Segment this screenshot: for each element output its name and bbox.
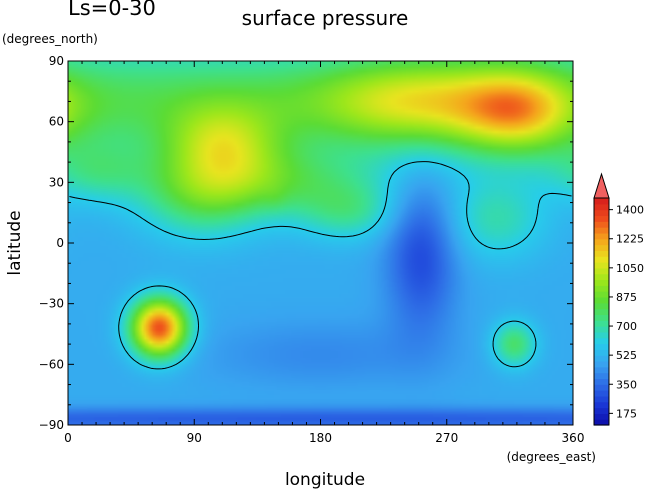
colorbar-segment (594, 413, 609, 420)
colorbar-segment (594, 390, 609, 397)
colorbar-segment (594, 314, 609, 321)
colorbar-segment (594, 308, 609, 316)
colorbar-tick-label: 700 (616, 320, 637, 333)
colorbar-segment (594, 326, 609, 333)
colorbar-tick-label: 1050 (616, 262, 644, 275)
colorbar-segment (594, 291, 609, 298)
y-tick-label: 0 (56, 236, 64, 250)
colorbar-segment (594, 296, 609, 304)
colorbar-segment (594, 262, 609, 269)
y-axis: −90 −60 −30 0 30 60 90 (39, 54, 573, 432)
x-tick-label: 360 (562, 431, 585, 445)
x-tick-label: 180 (309, 431, 332, 445)
colorbar-segment (594, 401, 609, 409)
colorbar-tick-label: 350 (616, 378, 637, 391)
colorbar-tick-label: 875 (616, 291, 637, 304)
colorbar-segment (594, 302, 609, 310)
colorbar-segment (594, 355, 609, 362)
colorbar-segment (594, 395, 609, 403)
colorbar-segment (594, 360, 609, 368)
colorbar-frame (593, 197, 610, 426)
y-tick-label: −30 (39, 297, 64, 311)
y-tick-label: 60 (49, 115, 64, 129)
y-tick-label: −90 (39, 418, 64, 432)
colorbar-segment (594, 366, 609, 374)
colorbar-segment (594, 232, 609, 240)
colorbar-tick-label: 175 (616, 407, 637, 420)
pressure-field (68, 61, 573, 425)
colorbar-tick-label: 1225 (616, 233, 644, 246)
x-tick-label: 270 (435, 431, 458, 445)
x-axis-title: longitude (285, 470, 365, 489)
x-tick-label: 90 (187, 431, 202, 445)
colorbar-segment (594, 221, 609, 228)
y-units-label: (degrees_north) (2, 32, 98, 46)
chart-title: surface pressure (242, 6, 409, 30)
colorbar-segment (594, 337, 609, 345)
x-axis: 0 90 180 270 360 (64, 61, 584, 445)
y-tick-label: 90 (49, 54, 64, 68)
colorbar-segment (594, 384, 609, 391)
colorbar-segment (594, 203, 609, 211)
y-tick-label: −60 (39, 357, 64, 371)
y-tick-label: 30 (49, 175, 64, 189)
plot-area (67, 60, 574, 426)
colorbar-segment (594, 349, 609, 356)
colorbar-segment (594, 372, 609, 380)
colorbar-segment (594, 244, 609, 251)
colorbar-segment (594, 378, 609, 385)
colorbar-segment (594, 285, 609, 292)
colorbar-segment (594, 331, 609, 339)
colorbar-segment (594, 320, 609, 327)
colorbar-segment (594, 250, 609, 257)
x-tick-label: 0 (64, 431, 72, 445)
colorbar-segment (594, 419, 609, 426)
colorbar-segment (594, 407, 609, 414)
colorbar-segment (594, 267, 609, 275)
colorbar: 175 350 525 700 875 1050 1225 1400 (593, 172, 644, 426)
colorbar-extend-arrow (593, 172, 610, 199)
colorbar-segment (594, 256, 609, 263)
colorbar-segment (594, 343, 609, 350)
colorbar-segment (594, 209, 609, 217)
colorbar-segment (594, 198, 609, 205)
x-units-label: (degrees_east) (507, 450, 596, 464)
colorbar-segment (594, 227, 609, 234)
contour-line (69, 161, 572, 370)
colorbar-tick-label: 525 (616, 349, 637, 362)
colorbar-segment (594, 273, 609, 281)
colorbar-segment (594, 238, 609, 246)
y-axis-title: latitude (5, 210, 25, 275)
corner-label: Ls=0-30 (68, 0, 156, 20)
colorbar-tick-label: 1400 (616, 204, 644, 217)
colorbar-segment (594, 215, 609, 222)
colorbar-segment (594, 279, 609, 286)
